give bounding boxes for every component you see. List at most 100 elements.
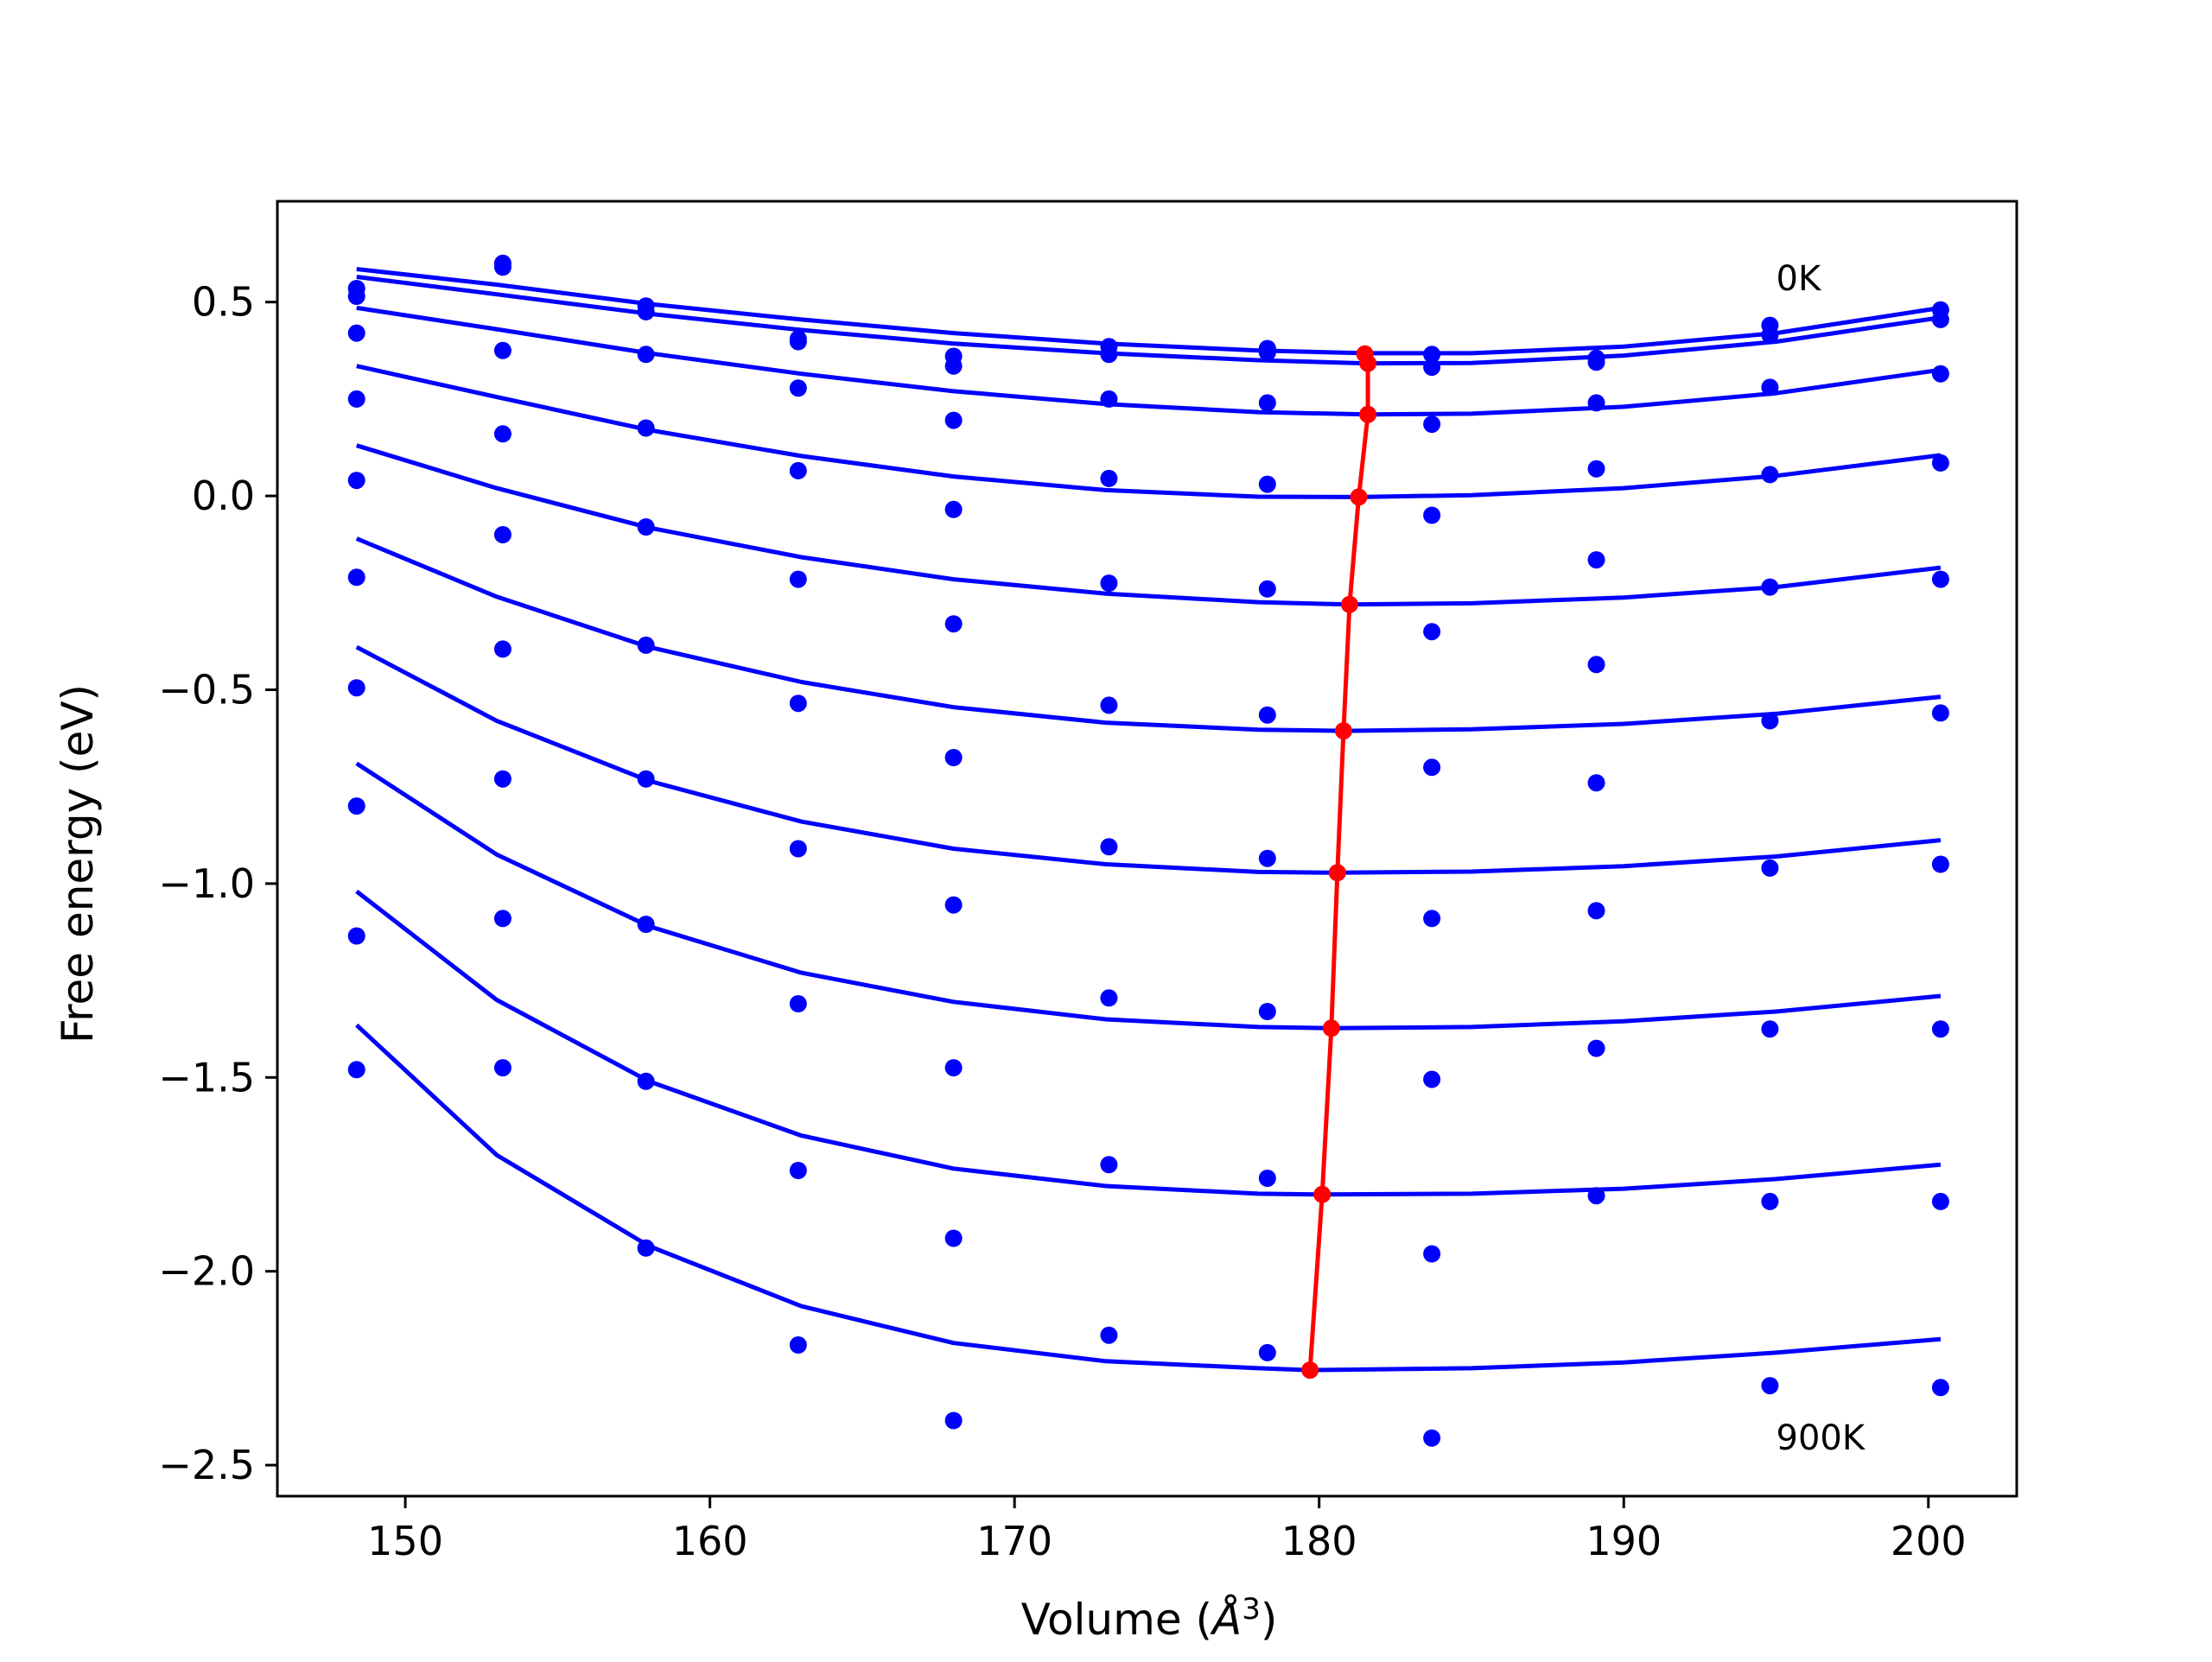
data-point-1-3 bbox=[789, 333, 807, 351]
fit-curve-2 bbox=[356, 305, 1942, 417]
data-point-3-2 bbox=[637, 419, 655, 437]
axes-layer: 150 160 170 180 190 200 0.5 0.0 −0.5 −1.0 −1.5 −2.0… bbox=[158, 200, 2018, 1564]
data-point-4-8 bbox=[1587, 551, 1605, 569]
data-point-7-0 bbox=[347, 797, 365, 815]
fit-curve-9 bbox=[354, 1023, 1942, 1373]
fit-curve-1 bbox=[356, 275, 1942, 366]
data-point-4-0 bbox=[347, 472, 365, 490]
fit-curve-6 bbox=[355, 644, 1942, 875]
minimum-point-4 bbox=[1340, 595, 1358, 613]
annotation-0: 0K bbox=[1777, 259, 1822, 299]
data-point-1-10 bbox=[1931, 310, 1949, 328]
x-tick-label-0: 150 bbox=[367, 1518, 443, 1564]
data-point-3-7 bbox=[1423, 506, 1441, 524]
data-point-9-10 bbox=[1931, 1379, 1949, 1397]
y-tick-label-1: 0.0 bbox=[192, 473, 255, 519]
x-tick-label-5: 200 bbox=[1891, 1518, 1967, 1564]
fit-curve-7 bbox=[355, 761, 1942, 1031]
data-point-1-8 bbox=[1587, 353, 1605, 371]
minimum-point-8 bbox=[1313, 1185, 1332, 1203]
data-point-8-9 bbox=[1761, 1192, 1779, 1210]
data-point-6-5 bbox=[1100, 838, 1118, 856]
data-point-6-1 bbox=[493, 770, 512, 788]
x-tick-label-3: 180 bbox=[1281, 1518, 1357, 1564]
data-point-1-1 bbox=[493, 258, 512, 276]
data-point-2-7 bbox=[1423, 416, 1441, 434]
data-point-2-8 bbox=[1587, 394, 1605, 412]
fit-curve-4 bbox=[355, 443, 1942, 607]
y-tick-label-0: 0.5 bbox=[192, 279, 255, 326]
minimum-point-5 bbox=[1334, 722, 1352, 740]
data-point-3-9 bbox=[1761, 466, 1779, 484]
data-point-5-3 bbox=[789, 695, 807, 713]
data-point-2-10 bbox=[1931, 365, 1949, 383]
data-point-2-3 bbox=[789, 379, 807, 397]
data-point-2-1 bbox=[493, 341, 512, 359]
data-point-2-5 bbox=[1100, 390, 1118, 408]
data-point-2-0 bbox=[347, 324, 365, 342]
data-point-4-4 bbox=[944, 615, 963, 633]
fit-curve-5 bbox=[355, 536, 1942, 733]
data-point-2-4 bbox=[944, 411, 963, 429]
data-point-1-0 bbox=[347, 288, 365, 305]
data-point-9-9 bbox=[1761, 1377, 1779, 1395]
data-point-4-1 bbox=[493, 526, 512, 543]
data-point-4-10 bbox=[1931, 570, 1949, 588]
y-tick-label-4: −1.5 bbox=[158, 1054, 255, 1101]
data-point-0-7 bbox=[1423, 346, 1441, 364]
data-point-2-9 bbox=[1761, 378, 1779, 396]
minimum-point-2 bbox=[1359, 405, 1377, 423]
data-point-4-6 bbox=[1258, 580, 1276, 598]
minimum-point-1 bbox=[1359, 354, 1377, 372]
data-point-1-7 bbox=[1423, 358, 1441, 377]
data-point-6-7 bbox=[1423, 910, 1441, 928]
plot-layer: 0K 900K bbox=[347, 254, 1949, 1458]
data-point-7-2 bbox=[637, 916, 655, 933]
fit-curve-8 bbox=[355, 889, 1942, 1197]
data-point-4-3 bbox=[789, 570, 807, 588]
data-point-6-9 bbox=[1761, 859, 1779, 877]
data-point-9-6 bbox=[1258, 1343, 1276, 1361]
y-tick-label-2: −0.5 bbox=[158, 666, 255, 713]
data-point-9-0 bbox=[347, 1061, 365, 1079]
data-point-5-6 bbox=[1258, 706, 1276, 724]
annotation-1: 900K bbox=[1777, 1418, 1866, 1458]
data-point-8-6 bbox=[1258, 1170, 1276, 1187]
data-point-5-4 bbox=[944, 749, 963, 766]
data-point-8-8 bbox=[1587, 1039, 1605, 1057]
x-axis-label: Volume (Å3) bbox=[1021, 1592, 1278, 1645]
data-point-7-1 bbox=[493, 910, 512, 928]
data-point-8-1 bbox=[493, 1059, 512, 1077]
data-point-6-2 bbox=[637, 770, 655, 788]
x-tick-label-2: 170 bbox=[976, 1518, 1052, 1564]
data-point-9-8 bbox=[1587, 1187, 1605, 1205]
data-point-1-5 bbox=[1100, 346, 1118, 364]
data-point-1-4 bbox=[944, 357, 963, 375]
y-tick-label-6: −2.5 bbox=[158, 1442, 255, 1488]
data-point-8-3 bbox=[789, 1162, 807, 1179]
data-point-5-9 bbox=[1761, 712, 1779, 730]
data-point-4-5 bbox=[1100, 574, 1118, 593]
data-point-3-4 bbox=[944, 500, 963, 518]
data-point-2-2 bbox=[637, 346, 655, 364]
data-point-9-4 bbox=[944, 1411, 963, 1430]
data-point-8-5 bbox=[1100, 1156, 1118, 1174]
data-point-1-6 bbox=[1258, 344, 1276, 361]
data-point-3-0 bbox=[347, 390, 365, 408]
data-point-9-3 bbox=[789, 1336, 807, 1354]
data-point-7-3 bbox=[789, 995, 807, 1012]
y-axis-label: Free energy (eV) bbox=[53, 684, 103, 1044]
data-point-5-1 bbox=[493, 640, 512, 658]
data-point-3-6 bbox=[1258, 475, 1276, 493]
data-point-6-8 bbox=[1587, 774, 1605, 792]
data-point-7-8 bbox=[1587, 902, 1605, 920]
x-tick-label-4: 190 bbox=[1586, 1518, 1662, 1564]
data-point-6-10 bbox=[1931, 855, 1949, 873]
minimum-point-7 bbox=[1322, 1019, 1340, 1037]
minimum-point-3 bbox=[1350, 488, 1368, 506]
data-point-8-10 bbox=[1931, 1192, 1949, 1210]
data-point-7-10 bbox=[1931, 1020, 1949, 1038]
